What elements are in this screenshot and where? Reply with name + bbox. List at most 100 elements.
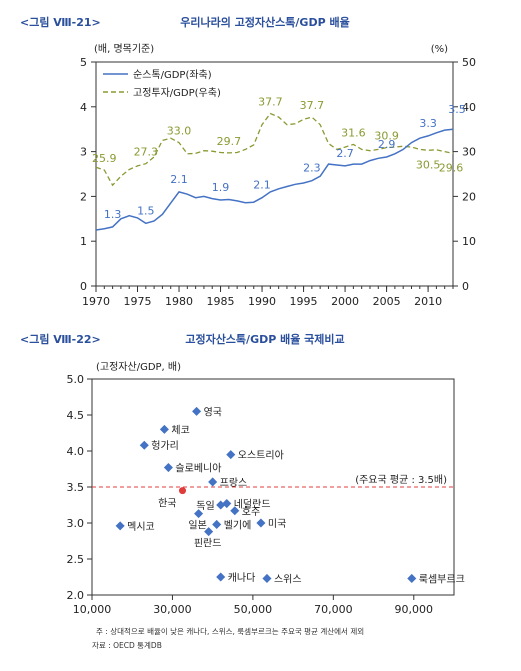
y-right-tick-label: 10 xyxy=(462,235,476,248)
investment-data-label: 27.3 xyxy=(134,146,159,159)
figure1-right-unit: (%) xyxy=(431,44,448,55)
figure1-title: 우리나라의 고정자산스톡/GDP 배율 xyxy=(180,15,349,29)
y-left-tick-label: 4 xyxy=(80,101,87,114)
scatter-point-label: 한국 xyxy=(158,498,176,510)
figure2-title: 고정자산스톡/GDP 배율 국제비교 xyxy=(185,332,344,346)
series-line-investment xyxy=(95,112,454,187)
figure2-y-axis: 2.0 2.5 3.0 3.5 4.0 4.5 5.0 xyxy=(67,373,92,602)
figure2-label: <그림 Ⅷ-22> xyxy=(20,333,101,346)
stock-data-label: 2.7 xyxy=(336,147,354,160)
investment-data-label: 30.5 xyxy=(416,158,441,171)
scatter-point xyxy=(163,463,173,473)
figure2: <그림 Ⅷ-22> 고정자산스톡/GDP 배율 국제비교 (고정자산/GDP, … xyxy=(20,332,465,650)
scatter-point-korea xyxy=(179,487,186,495)
scatter-point-label: 스위스 xyxy=(274,572,302,585)
stock-data-label: 3.3 xyxy=(419,117,437,130)
x-tick-label: 2005 xyxy=(373,295,401,308)
legend-label-investment: 고정투자/GDP(우축) xyxy=(133,87,221,99)
scatter-point-label: 체코 xyxy=(171,424,189,436)
scatter-point xyxy=(256,518,266,528)
y-tick-label: 5.0 xyxy=(67,373,85,386)
figure2-y-unit: (고정자산/GDP, 배) xyxy=(96,361,181,373)
scatter-point-label: 슬로베니아 xyxy=(175,463,221,475)
scatter-point-label: 캐나다 xyxy=(228,572,256,584)
scatter-point-label: 호주 xyxy=(242,506,260,518)
scatter-point xyxy=(139,440,149,450)
scatter-point xyxy=(222,499,232,509)
y-tick-label: 3.0 xyxy=(67,517,85,530)
investment-data-label: 25.9 xyxy=(92,152,117,165)
y-right-tick-label: 40 xyxy=(462,101,476,114)
y-tick-label: 2.5 xyxy=(67,553,85,566)
y-tick-label: 2.0 xyxy=(67,589,85,602)
stock-data-label: 1.5 xyxy=(137,204,155,217)
stock-data-label: 2.9 xyxy=(378,138,396,151)
x-tick-label: 1985 xyxy=(207,295,235,308)
scatter-point xyxy=(226,450,236,460)
scatter-point xyxy=(262,573,272,583)
stock-data-label: 3.5 xyxy=(448,103,466,116)
x-tick-label: 50,000 xyxy=(234,603,273,616)
x-tick-label: 1975 xyxy=(124,295,152,308)
investment-data-label: 30.9 xyxy=(374,130,399,143)
scatter-point xyxy=(230,506,240,516)
investment-data-label: 29.7 xyxy=(217,135,242,148)
x-tick-label: 70,000 xyxy=(314,603,353,616)
scatter-point-label: 독일 xyxy=(196,500,214,512)
x-tick-label: 1990 xyxy=(248,295,276,308)
stock-data-label: 1.9 xyxy=(212,181,230,194)
y-left-tick-label: 5 xyxy=(80,56,87,69)
x-tick-label: 2000 xyxy=(331,295,359,308)
x-tick-label: 90,000 xyxy=(395,603,434,616)
investment-data-label: 33.0 xyxy=(167,125,192,138)
scatter-point-label: 멕시코 xyxy=(127,521,155,533)
figure1-right-axis: 0 10 20 30 40 50 xyxy=(453,56,476,293)
investment-data-label: 31.6 xyxy=(341,126,366,139)
scatter-point-label: 프랑스 xyxy=(220,477,248,489)
figure2-plot-frame xyxy=(91,378,455,596)
investment-data-label: 37.7 xyxy=(258,96,283,109)
scatter-point xyxy=(115,521,125,531)
figure2-note: 주 : 상대적으로 배율이 낮은 캐나다, 스위스, 룩셈부르크는 주요국 평균… xyxy=(96,626,364,636)
figure2-source: 자료 : OECD 통계DB xyxy=(92,640,162,650)
stock-data-label: 1.3 xyxy=(104,208,122,221)
figure2-x-axis: 10,000 30,000 50,000 70,000 90,000 xyxy=(73,595,433,616)
x-tick-label: 1995 xyxy=(290,295,318,308)
y-right-tick-label: 20 xyxy=(462,190,476,203)
figure1-plot-frame xyxy=(95,61,454,287)
y-tick-label: 3.5 xyxy=(67,481,85,494)
scatter-point-label: 헝가리 xyxy=(151,440,179,452)
scatter-point xyxy=(208,477,218,487)
y-tick-label: 4.5 xyxy=(67,409,85,422)
scatter-point xyxy=(212,519,222,529)
scatter-point-label: 오스트리아 xyxy=(238,450,284,462)
scatter-point-label: 미국 xyxy=(268,518,286,530)
y-right-tick-label: 50 xyxy=(462,56,476,69)
x-tick-label: 30,000 xyxy=(153,603,192,616)
scatter-point-label: 네덜란드 xyxy=(234,499,271,511)
figure1: <그림 Ⅷ-21> 우리나라의 고정자산스톡/GDP 배율 (배, 명목기준) … xyxy=(20,15,476,308)
figure1-legend: 순스톡/GDP(좌축) 고정투자/GDP(우축) xyxy=(103,69,221,99)
series-line-stock xyxy=(95,128,454,231)
x-tick-label: 1980 xyxy=(165,295,193,308)
scatter-point-label: 룩셈부르크 xyxy=(419,573,465,585)
scatter-point-label: 일본 xyxy=(188,520,206,532)
scatter-point xyxy=(159,424,169,434)
figure1-left-unit: (배, 명목기준) xyxy=(94,43,154,55)
y-left-tick-label: 0 xyxy=(80,280,87,293)
figure1-left-axis: 0 1 2 3 4 5 xyxy=(80,56,96,293)
scatter-point-label: 핀란드 xyxy=(194,538,222,550)
x-tick-label: 1970 xyxy=(82,295,110,308)
y-left-tick-label: 3 xyxy=(80,146,87,159)
legend-label-stock: 순스톡/GDP(좌축) xyxy=(133,69,212,81)
figure1-data-labels: 1.3 1.5 2.1 1.9 2.1 2.3 2.7 2.9 3.3 3.5 25.9 27.3 33… xyxy=(92,96,466,221)
scatter-point xyxy=(192,406,202,416)
x-tick-label: 10,000 xyxy=(73,603,112,616)
scatter-point-label: 영국 xyxy=(204,406,222,418)
investment-data-label: 29.6 xyxy=(439,161,464,174)
y-right-tick-label: 30 xyxy=(462,146,476,159)
y-left-tick-label: 2 xyxy=(80,190,87,203)
y-tick-label: 4.0 xyxy=(67,445,85,458)
